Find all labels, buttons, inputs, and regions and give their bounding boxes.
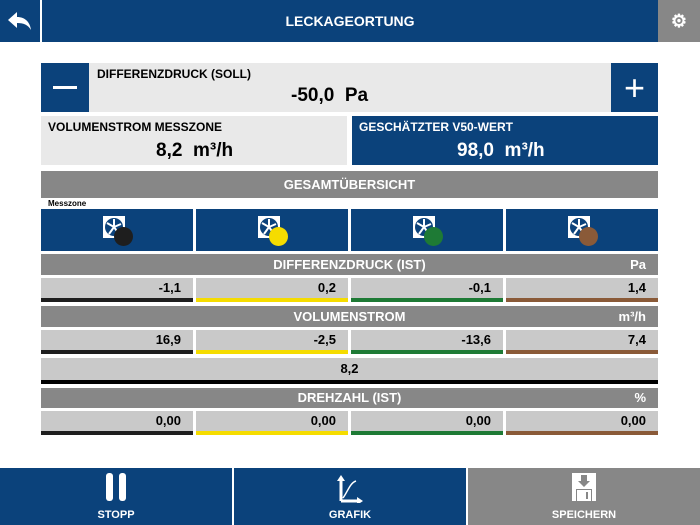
v50-unit: m³/h xyxy=(504,140,545,161)
header-bar xyxy=(0,0,700,42)
fan-icon xyxy=(257,215,288,246)
volumenstrom-messzone-panel: VOLUMENSTROM MESSZONE 8,2 m³/h xyxy=(41,116,347,165)
volumenstrom-title: VOLUMENSTROM xyxy=(293,309,406,324)
soll-panel: DIFFERENZDRUCK (SOLL) -50,0 Pa xyxy=(41,63,658,112)
graph-label: GRAFIK xyxy=(328,509,372,521)
vm-unit: m³/h xyxy=(192,140,234,161)
zone-color-underline xyxy=(506,431,658,435)
drehzahl-value-2: 0,00 xyxy=(196,411,348,431)
zone-color-dot xyxy=(579,227,598,246)
v50-number: 98,0 xyxy=(457,140,494,161)
drehzahl-header: DREHZAHL (IST)% xyxy=(41,388,658,408)
plus-icon: + xyxy=(623,66,646,108)
sum-underline xyxy=(41,380,658,384)
volumenstrom-header: VOLUMENSTROM m³/h xyxy=(41,306,658,327)
soll-label: DIFFERENZDRUCK (SOLL) xyxy=(97,67,251,81)
zone-button-1[interactable] xyxy=(41,209,193,251)
back-button[interactable] xyxy=(0,0,42,42)
drehzahl-value-3: 0,00 xyxy=(351,411,503,431)
zone-color-underline xyxy=(351,350,503,354)
zone-button-2[interactable] xyxy=(196,209,348,251)
overview-header: GESAMTÜBERSICHT xyxy=(41,171,658,198)
soll-value: -50,0 Pa xyxy=(291,85,368,107)
pause-icon xyxy=(106,473,126,501)
volumenstrom-value-2: -2,5 xyxy=(196,330,348,350)
volumenstrom-sum: 8,2 xyxy=(41,358,658,380)
drehzahl-value-4: 0,00 xyxy=(506,411,658,431)
save-label: SPEICHERN xyxy=(551,509,617,521)
vm-value: 8,2 m³/h xyxy=(156,140,233,162)
v50-panel: GESCHÄTZTER V50-WERT 98,0 m³/h xyxy=(352,116,658,165)
volumenstrom-value-3: -13,6 xyxy=(351,330,503,350)
stop-label: STOPP xyxy=(97,509,135,521)
zone-color-underline xyxy=(41,431,193,435)
gears-icon: ⚙ xyxy=(670,10,688,31)
zone-color-underline xyxy=(506,298,658,302)
zone-color-underline xyxy=(351,431,503,435)
page-title: LECKAGEORTUNG xyxy=(285,13,415,29)
fan-icon xyxy=(567,215,598,246)
soll-unit: Pa xyxy=(344,85,369,106)
differenzdruck-title: DIFFERENZDRUCK (IST) xyxy=(273,257,426,272)
stop-button[interactable]: STOPP xyxy=(0,468,232,525)
drehzahl-unit: % xyxy=(634,390,646,405)
zone-color-underline xyxy=(196,298,348,302)
zone-button-4[interactable] xyxy=(506,209,658,251)
differenzdruck-value-4: 1,4 xyxy=(506,278,658,298)
soll-number: -50,0 xyxy=(291,85,335,106)
volumenstrom-value-1: 16,9 xyxy=(41,330,193,350)
back-arrow-icon xyxy=(8,12,31,30)
zone-color-dot xyxy=(424,227,443,246)
v50-label: GESCHÄTZTER V50-WERT xyxy=(359,120,514,134)
messzone-label: Messzone xyxy=(48,199,87,208)
fan-icon xyxy=(102,215,133,246)
zone-color-underline xyxy=(196,350,348,354)
drehzahl-value-1: 0,00 xyxy=(41,411,193,431)
differenzdruck-value-3: -0,1 xyxy=(351,278,503,298)
differenzdruck-header: DIFFERENZDRUCK (IST) Pa xyxy=(41,254,658,275)
differenzdruck-value-1: -1,1 xyxy=(41,278,193,298)
zone-color-underline xyxy=(41,350,193,354)
differenzdruck-unit: Pa xyxy=(630,257,646,272)
chart-axes-icon xyxy=(337,475,363,503)
volumenstrom-value-4: 7,4 xyxy=(506,330,658,350)
v50-value: 98,0 m³/h xyxy=(457,140,545,162)
vm-number: 8,2 xyxy=(156,140,183,161)
fan-icon xyxy=(412,215,443,246)
save-button[interactable]: SPEICHERN xyxy=(468,468,700,525)
graph-button[interactable]: GRAFIK xyxy=(234,468,466,525)
differenzdruck-value-2: 0,2 xyxy=(196,278,348,298)
zone-color-underline xyxy=(196,431,348,435)
decrease-button[interactable] xyxy=(41,63,89,112)
zone-color-underline xyxy=(506,350,658,354)
increase-button[interactable]: + xyxy=(611,63,658,112)
zone-color-dot xyxy=(269,227,288,246)
minus-icon xyxy=(53,86,77,89)
zone-button-3[interactable] xyxy=(351,209,503,251)
settings-button[interactable]: ⚙ xyxy=(658,0,700,42)
zone-color-underline xyxy=(41,298,193,302)
drehzahl-title: DREHZAHL (IST) xyxy=(297,390,402,405)
save-icon xyxy=(572,473,596,501)
zone-color-underline xyxy=(351,298,503,302)
zone-color-dot xyxy=(114,227,133,246)
volumenstrom-unit: m³/h xyxy=(618,309,646,324)
vm-label: VOLUMENSTROM MESSZONE xyxy=(48,120,223,134)
